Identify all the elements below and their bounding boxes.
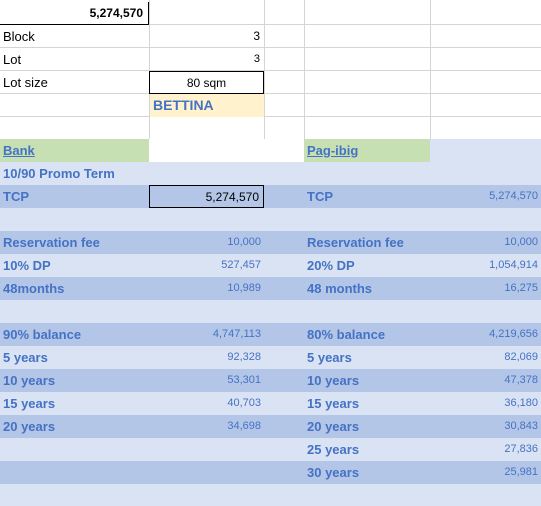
bank-balance-value[interactable]: 4,747,113 [212, 328, 261, 340]
gridline [0, 24, 541, 25]
bank-months-label[interactable]: 48months [3, 281, 65, 296]
bank-dp-label[interactable]: 10% DP [3, 258, 51, 273]
lot-size-value[interactable]: 80 sqm [149, 71, 264, 94]
gridline [264, 0, 265, 161]
pagibig-term-label[interactable]: 25 years [307, 442, 360, 457]
row-term-15: 15 years 40,703 15 years 36,180 [0, 392, 541, 415]
gridline [304, 0, 305, 161]
pagibig-dp-label[interactable]: 20% DP [307, 258, 355, 273]
gridline [430, 0, 431, 161]
pagibig-term-value[interactable]: 27,836 [504, 443, 538, 455]
blank-cell [149, 139, 304, 162]
total-cell[interactable]: 5,274,570 [0, 2, 149, 25]
pagibig-term-value[interactable]: 25,981 [504, 466, 538, 478]
pagibig-term-label[interactable]: 20 years [307, 419, 360, 434]
pagibig-term-value[interactable]: 47,378 [504, 374, 538, 386]
pagibig-term-value[interactable]: 36,180 [504, 397, 538, 409]
bank-dp-value[interactable]: 527,457 [221, 259, 261, 271]
row-promo: 10/90 Promo Term [0, 162, 541, 185]
pagibig-term-value[interactable]: 30,843 [504, 420, 538, 432]
lot-size-label[interactable]: Lot size [3, 75, 48, 90]
bank-months-value[interactable]: 10,989 [227, 282, 261, 294]
row-lot-size: Lot size 80 sqm [0, 71, 541, 94]
gridline [0, 47, 541, 48]
row-total: 5,274,570 [0, 2, 541, 25]
row-term-10: 10 years 53,301 10 years 47,378 [0, 369, 541, 392]
bank-term-value[interactable]: 40,703 [227, 397, 261, 409]
pagibig-dp-value[interactable]: 1,054,914 [489, 259, 538, 271]
bank-reservation-label[interactable]: Reservation fee [3, 235, 100, 250]
bank-promo-label[interactable]: 10/90 Promo Term [3, 166, 115, 181]
bank-term-label[interactable]: 15 years [3, 396, 56, 411]
row-block: Block 3 [0, 25, 541, 48]
row-tcp: TCP 5,274,570 TCP 5,274,570 [0, 185, 541, 208]
pagibig-months-label[interactable]: 48 months [307, 281, 373, 296]
row-term-20: 20 years 34,698 20 years 30,843 [0, 415, 541, 438]
pagibig-reservation-value[interactable]: 10,000 [504, 236, 538, 248]
pagibig-tcp-label[interactable]: TCP [307, 189, 333, 204]
bank-tcp-value[interactable]: 5,274,570 [149, 185, 264, 208]
pagibig-reservation-label[interactable]: Reservation fee [307, 235, 404, 250]
row-term-5: 5 years 92,328 5 years 82,069 [0, 346, 541, 369]
model-name[interactable]: BETTINA [150, 94, 264, 117]
row-term-30: 30 years 25,981 [0, 461, 541, 484]
bank-term-label[interactable]: 5 years [3, 350, 48, 365]
row-model: BETTINA [0, 94, 541, 117]
bank-reservation-value[interactable]: 10,000 [227, 236, 261, 248]
bank-term-value[interactable]: 34,698 [227, 420, 261, 432]
pagibig-term-label[interactable]: 5 years [307, 350, 352, 365]
pagibig-term-label[interactable]: 10 years [307, 373, 360, 388]
pagibig-balance-value[interactable]: 4,219,656 [489, 328, 538, 340]
row-term-25: 25 years 27,836 [0, 438, 541, 461]
bank-term-label[interactable]: 10 years [3, 373, 56, 388]
block-label[interactable]: Block [3, 29, 35, 44]
row-months: 48months 10,989 48 months 16,275 [0, 277, 541, 300]
row-headers: Bank Pag-ibig [0, 139, 541, 162]
bank-term-value[interactable]: 53,301 [227, 374, 261, 386]
block-value[interactable]: 3 [253, 29, 260, 43]
row-lot: Lot 3 [0, 48, 541, 71]
bank-term-label[interactable]: 20 years [3, 419, 56, 434]
gridline [0, 116, 541, 117]
bank-balance-label[interactable]: 90% balance [3, 327, 82, 342]
pagibig-term-value[interactable]: 82,069 [504, 351, 538, 363]
pagibig-tcp-value[interactable]: 5,274,570 [489, 190, 538, 202]
pagibig-term-label[interactable]: 30 years [307, 465, 360, 480]
bank-header[interactable]: Bank [0, 139, 149, 162]
pagibig-balance-label[interactable]: 80% balance [307, 327, 386, 342]
lot-value[interactable]: 3 [253, 53, 260, 65]
bank-term-value[interactable]: 92,328 [227, 351, 261, 363]
row-dp: 10% DP 527,457 20% DP 1,054,914 [0, 254, 541, 277]
row-reservation: Reservation fee 10,000 Reservation fee 1… [0, 231, 541, 254]
bank-tcp-label[interactable]: TCP [3, 189, 29, 204]
pagibig-months-value[interactable]: 16,275 [504, 282, 538, 294]
lot-label[interactable]: Lot [3, 52, 22, 67]
pagibig-header[interactable]: Pag-ibig [304, 139, 430, 162]
row-balance: 90% balance 4,747,113 80% balance 4,219,… [0, 323, 541, 346]
gridline [0, 70, 541, 71]
pagibig-term-label[interactable]: 15 years [307, 396, 360, 411]
gridline [0, 93, 541, 94]
